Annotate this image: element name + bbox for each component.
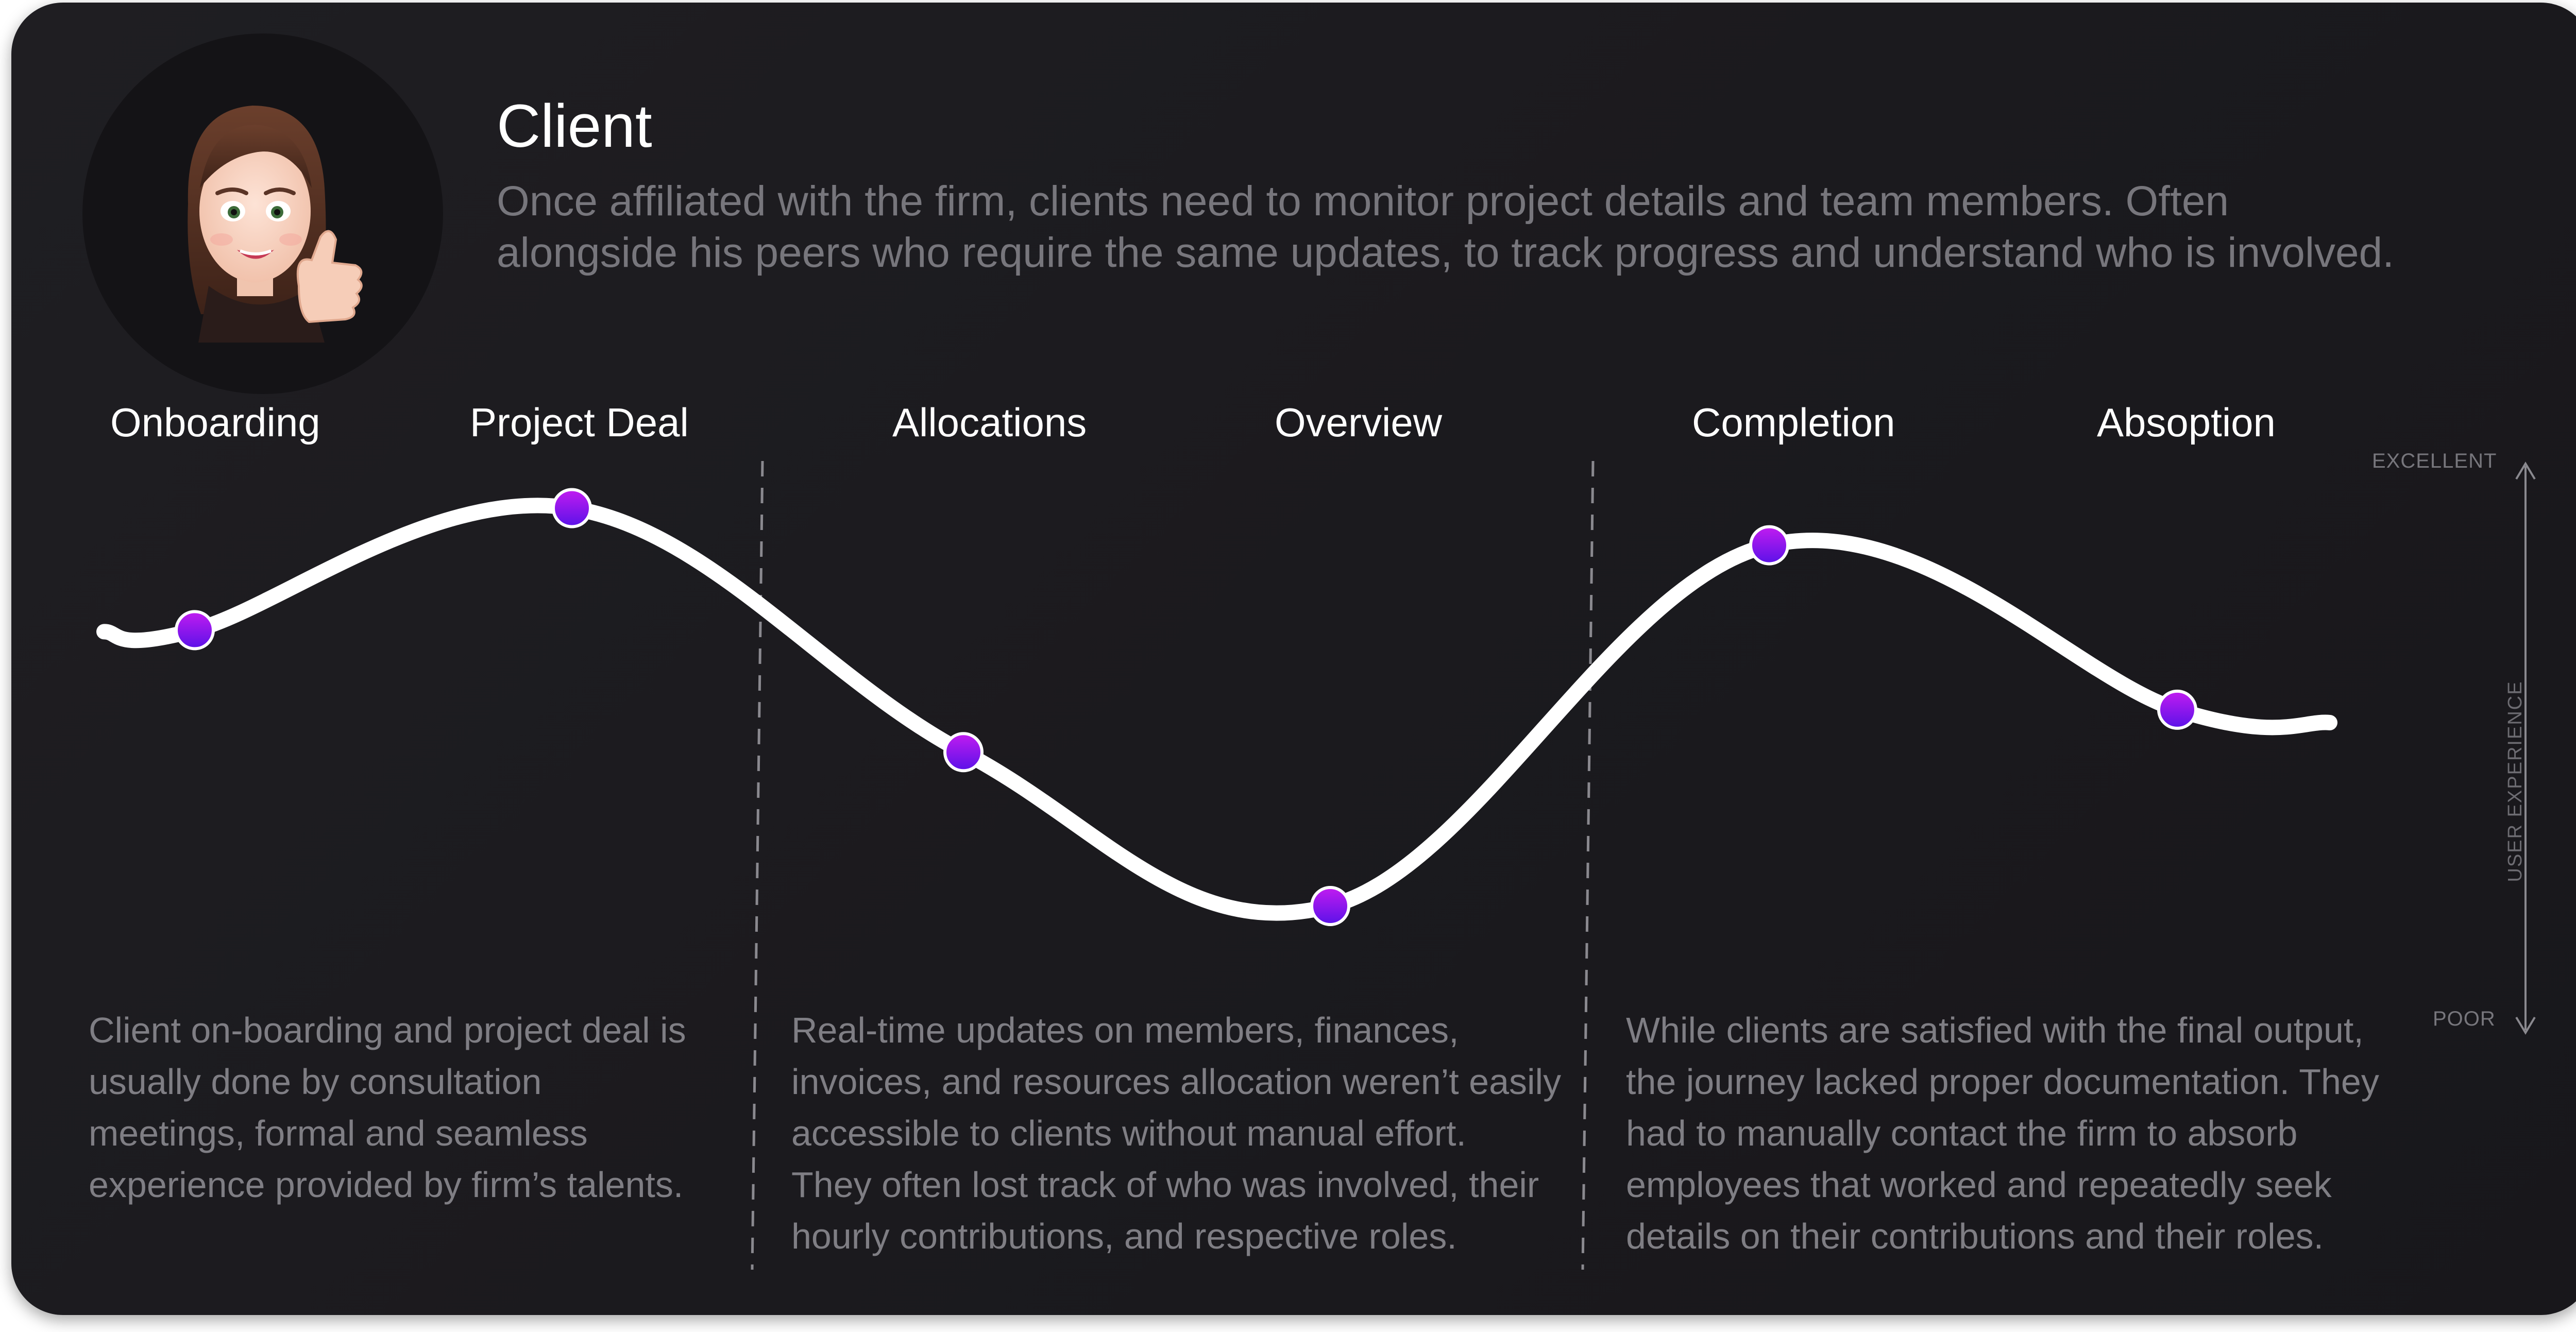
journey-point-allocations	[943, 732, 984, 773]
phase-divider	[1581, 460, 1595, 1270]
phase-line: details on their contributions and their…	[1626, 1216, 2324, 1256]
phase-divider	[751, 460, 764, 1270]
axis-title: USER EXPERIENCE	[2504, 680, 2526, 882]
axis-arrow-down-icon	[2515, 1016, 2536, 1035]
journey-point-project-deal	[552, 488, 592, 528]
phase-line: They often lost track of who was involve…	[791, 1165, 1539, 1205]
phase-description-onboarding: Client on-boarding and project deal is u…	[89, 1004, 686, 1210]
persona-description: Once affiliated with the firm, clients n…	[497, 176, 2557, 279]
stage-label-absoption: Absoption	[2097, 400, 2276, 445]
phase-line: the journey lacked proper documentation.…	[1626, 1062, 2379, 1102]
avatar	[82, 33, 443, 394]
phase-line: Real-time updates on members, finances,	[791, 1010, 1459, 1050]
journey-point-absoption	[2157, 689, 2197, 730]
stage-label-allocations: Allocations	[892, 400, 1087, 445]
stage-label-completion: Completion	[1692, 400, 1895, 445]
persona-title: Client	[497, 92, 652, 160]
phase-line: meetings, formal and seamless	[89, 1113, 588, 1153]
phase-line: Client on-boarding and project deal is	[89, 1010, 686, 1050]
journey-point-overview	[1310, 886, 1350, 926]
phase-line: employees that worked and repeatedly see…	[1626, 1165, 2332, 1205]
phase-line: experience provided by firm’s talents.	[89, 1165, 684, 1205]
journey-point-completion	[1749, 525, 1789, 566]
journey-point-onboarding	[175, 610, 215, 651]
stage-label-overview: Overview	[1275, 400, 1443, 445]
axis-bottom-label: POOR	[2433, 1007, 2496, 1030]
phase-line: accessible to clients without manual eff…	[791, 1113, 1466, 1153]
phase-line: invoices, and resources allocation weren…	[791, 1062, 1562, 1102]
phase-description-completion: While clients are satisfied with the fin…	[1626, 1004, 2379, 1262]
memoji-icon	[188, 106, 363, 343]
phase-description-allocations: Real-time updates on members, finances, …	[791, 1004, 1561, 1262]
phase-line: had to manually contact the firm to abso…	[1626, 1113, 2298, 1153]
journey-card: Client Once affiliated with the firm, cl…	[11, 3, 2576, 1315]
stage-label-project-deal: Project Deal	[470, 400, 689, 445]
experience-curve	[96, 498, 2337, 921]
persona-description-line: Once affiliated with the firm, clients n…	[497, 178, 2229, 225]
phase-line: usually done by consultation	[89, 1062, 542, 1102]
persona-description-line: alongside his peers who require the same…	[497, 229, 2395, 276]
phase-line: While clients are satisfied with the fin…	[1626, 1010, 2364, 1050]
journey-chart	[96, 460, 2536, 1270]
stage-label-onboarding: Onboarding	[110, 400, 320, 445]
axis-arrow-up-icon	[2515, 462, 2536, 480]
axis-top-label: EXCELLENT	[2372, 450, 2497, 472]
phase-line: hourly contributions, and respective rol…	[791, 1216, 1457, 1256]
